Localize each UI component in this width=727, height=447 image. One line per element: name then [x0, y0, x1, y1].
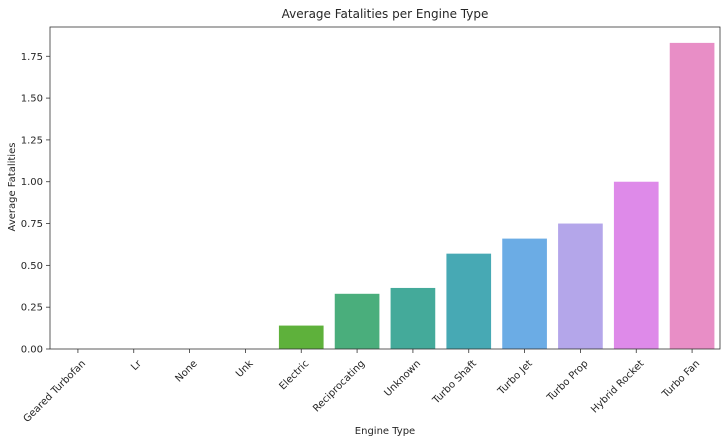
bar-turbo-shaft: [446, 253, 492, 349]
y-tick-label: 0.00: [21, 345, 43, 356]
bar-turbo-prop: [558, 223, 603, 349]
x-tick-label: Unk: [234, 358, 256, 380]
x-axis: Geared Turbofan Lr None Unk Electric Reciproc…: [22, 349, 702, 425]
y-tick-label: 1.75: [21, 52, 43, 63]
x-tick-label: Turbo Prop: [545, 358, 591, 404]
y-tick-label: 0.50: [21, 261, 43, 272]
bar-reciprocating: [334, 293, 380, 349]
y-tick-label: 0.25: [21, 303, 43, 314]
x-tick-label: Turbo Jet: [495, 358, 534, 397]
x-tick-label: Lr: [129, 358, 144, 373]
x-axis-title: Engine Type: [355, 426, 415, 437]
x-tick-label: Reciprocating: [311, 358, 367, 414]
y-tick-label: 1.50: [21, 94, 43, 105]
x-tick-label: Turbo Fan: [660, 358, 702, 400]
bar-turbo-jet: [502, 238, 547, 349]
x-tick-label: None: [173, 358, 199, 384]
x-tick-label: Geared Turbofan: [22, 358, 89, 425]
bar-electric: [278, 325, 324, 349]
bar-unknown: [390, 287, 436, 349]
bars-layer: [278, 42, 715, 350]
y-axis: 0.00 0.25 0.50 0.75 1.00 1.25 1.50 1.75: [21, 52, 50, 356]
plot-frame: [49, 26, 721, 350]
x-tick-label: Unknown: [382, 358, 423, 399]
bar-turbo-fan: [669, 42, 715, 350]
y-axis-title: Average Fatalities: [7, 143, 18, 232]
x-tick-label: Hybrid Rocket: [589, 358, 646, 415]
x-tick-label: Turbo Shaft: [430, 358, 479, 407]
y-tick-label: 1.00: [21, 177, 43, 188]
y-tick-label: 0.75: [21, 219, 43, 230]
y-tick-label: 1.25: [21, 135, 43, 146]
chart-title: Average Fatalities per Engine Type: [282, 7, 489, 21]
x-tick-label: Electric: [277, 358, 311, 392]
bar-hybrid-rocket: [613, 181, 659, 349]
